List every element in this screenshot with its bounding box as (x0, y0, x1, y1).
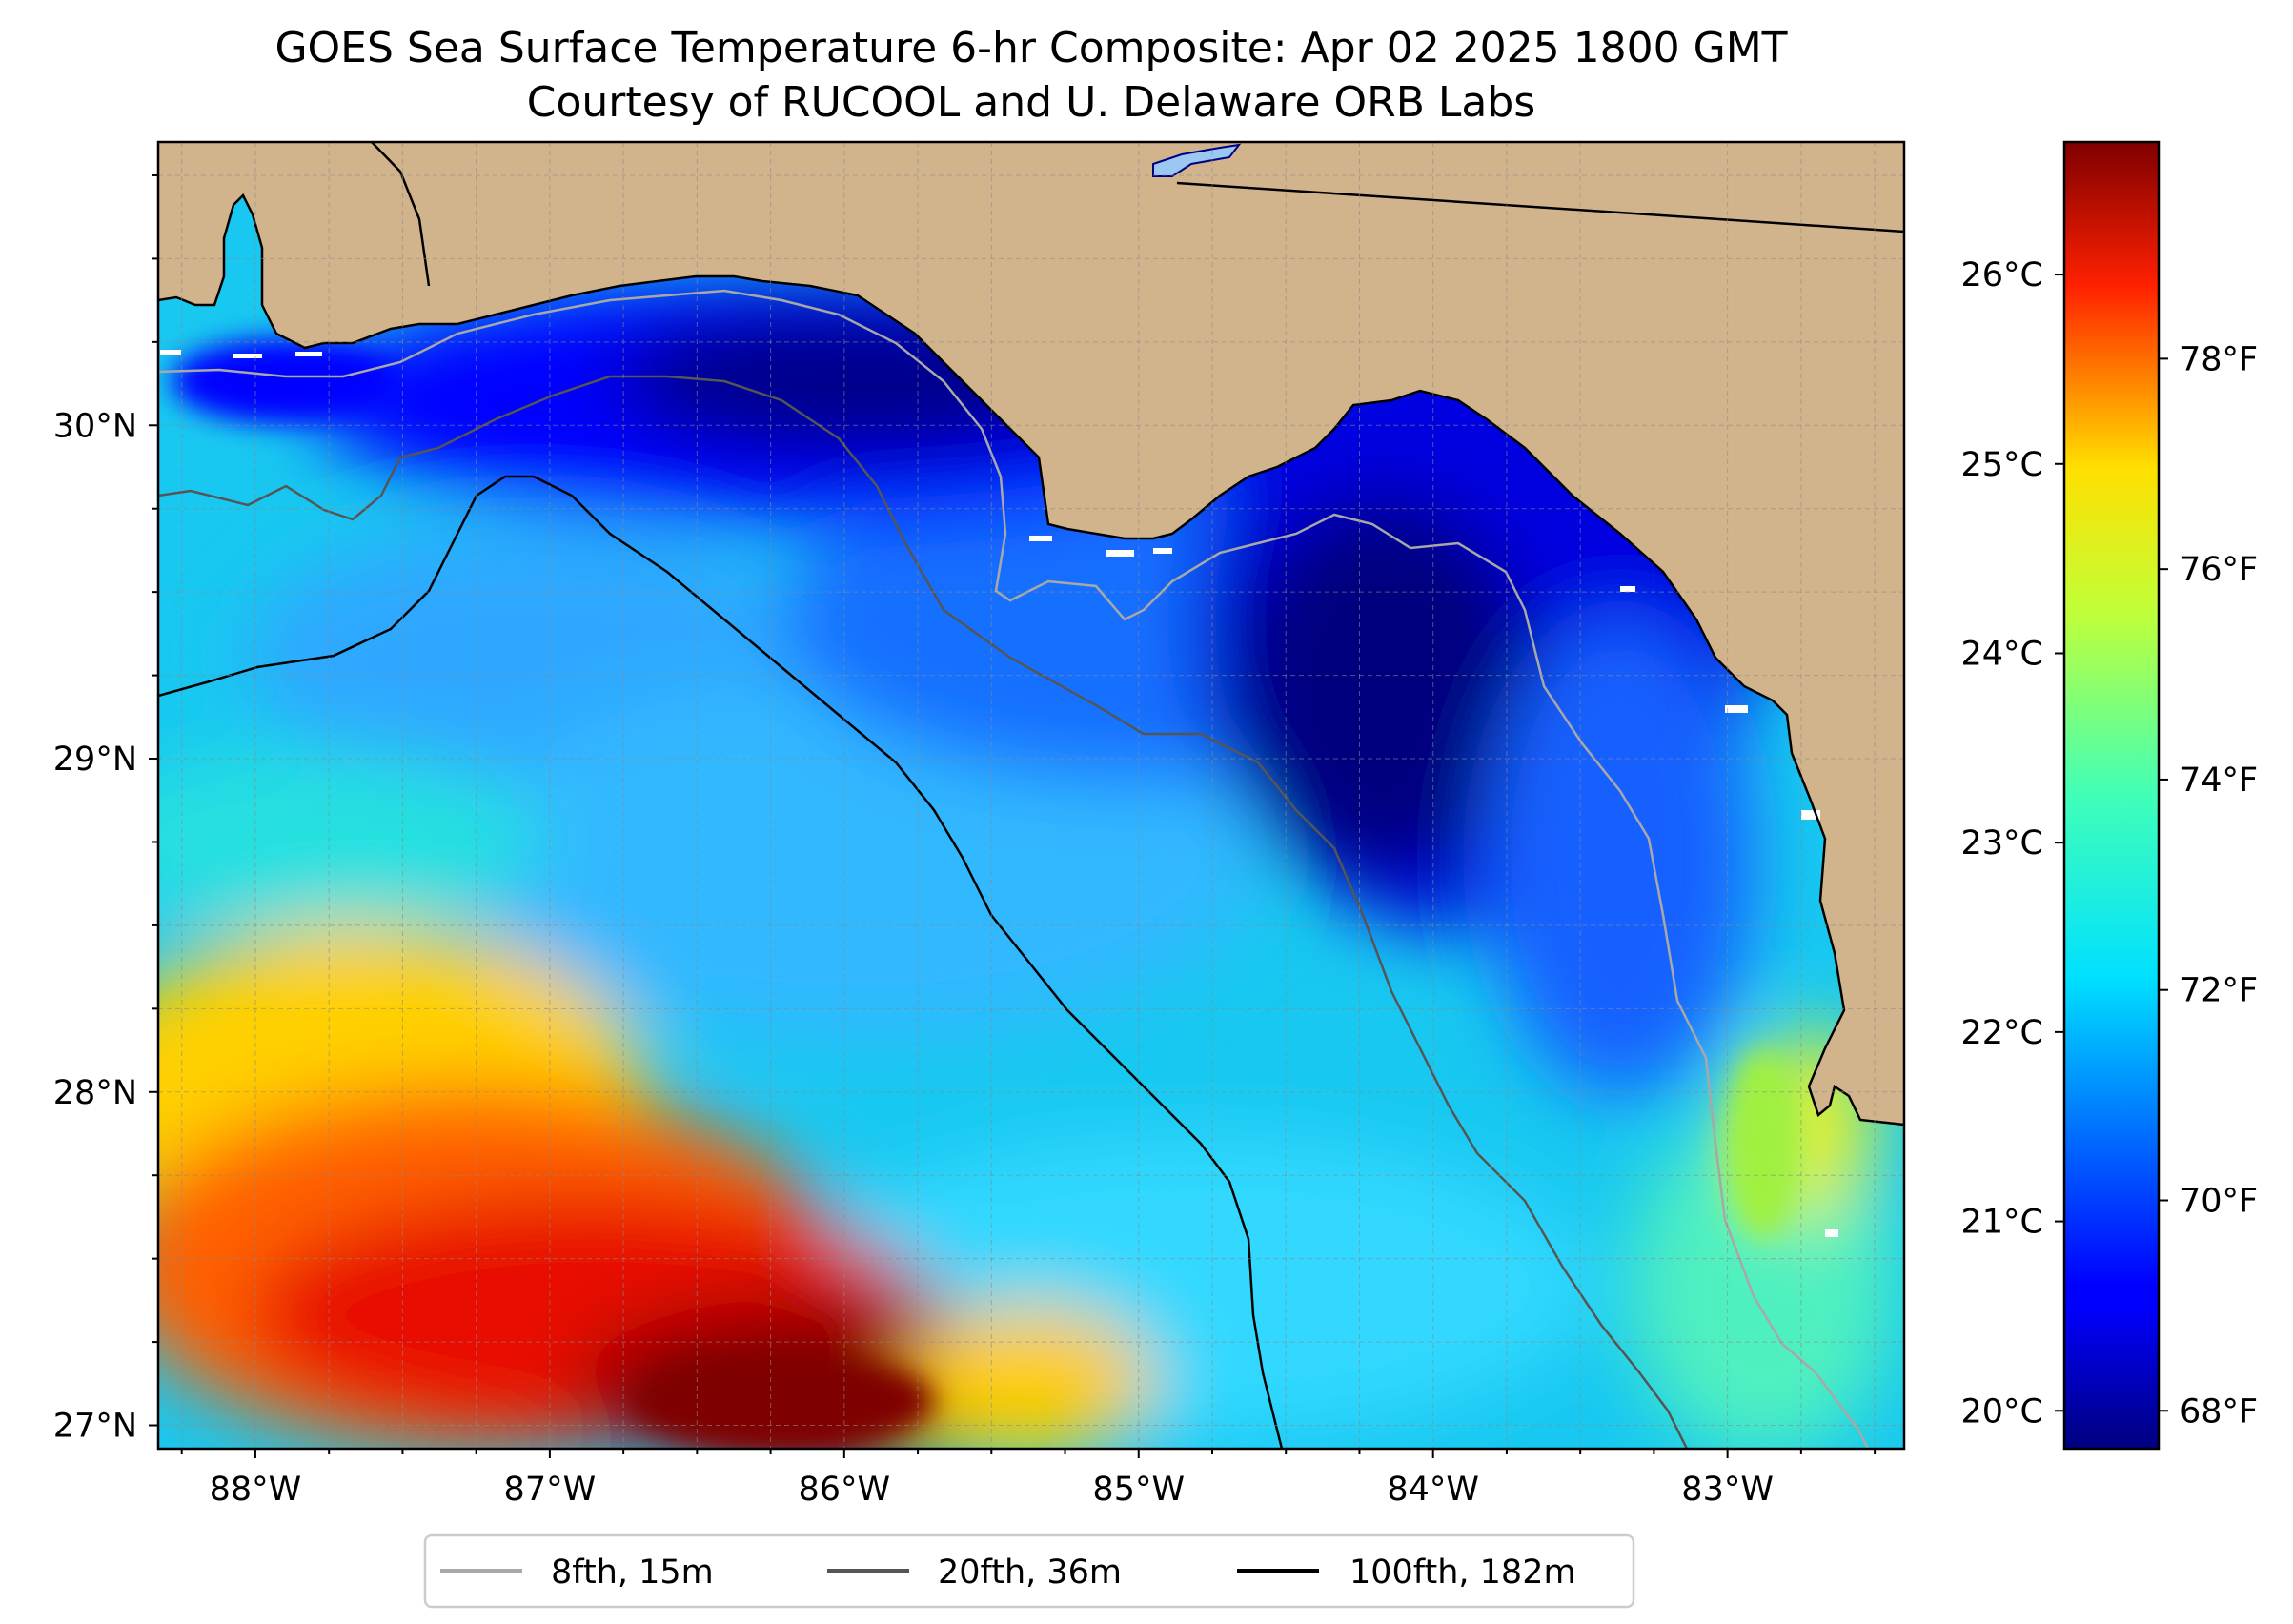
fahrenheit-tick-label: 76°F (2180, 551, 2258, 589)
lat-tick-label: 29°N (53, 741, 137, 779)
legend-box (423, 1533, 1635, 1609)
lat-tick-label: 27°N (53, 1408, 137, 1446)
celsius-tick-label: 25°C (1961, 446, 2043, 484)
lon-tick-label: 83°W (1681, 1471, 1774, 1509)
legend-label-20fth: 20fth, 36m (938, 1553, 1122, 1592)
state-border (371, 142, 1904, 287)
isobath-8fth-line (158, 289, 1870, 1449)
colorbar-gradient (2062, 140, 2161, 1451)
isobath-legend: 8fth, 15m 20fth, 36m 100fth, 182m (423, 1533, 1635, 1609)
lat-tick-label: 28°N (53, 1074, 137, 1112)
land-mass (158, 142, 1904, 1125)
map-area (158, 142, 1904, 1449)
gridlines (158, 142, 1904, 1449)
celsius-tick-label: 20°C (1961, 1392, 2043, 1431)
fahrenheit-tick-label: 74°F (2180, 761, 2258, 800)
fahrenheit-tick-label: 70°F (2180, 1182, 2258, 1220)
legend-label-100fth: 100fth, 182m (1349, 1553, 1576, 1592)
map-frame (156, 140, 1906, 1451)
celsius-tick-label: 22°C (1961, 1014, 2043, 1052)
nodata-specks (160, 350, 1838, 1237)
isobath-100fth-line (158, 475, 1284, 1449)
lon-tick-label: 85°W (1092, 1471, 1185, 1509)
coastline (158, 193, 1904, 1127)
isobath-20fth-line (158, 375, 1689, 1449)
celsius-tick-label: 24°C (1961, 635, 2043, 673)
legend-label-8fth: 8fth, 15m (551, 1553, 714, 1592)
map-title-line1: GOES Sea Surface Temperature 6-hr Compos… (274, 24, 1787, 72)
celsius-tick-label: 26°C (1961, 256, 2043, 294)
celsius-tick-label: 21°C (1961, 1204, 2043, 1242)
lon-tick-label: 88°W (210, 1471, 302, 1509)
colorbar-ticks: 20°C 21°C 22°C 23°C 24°C 25°C 26°C 68°F 70°F 72°F… (1961, 256, 2259, 1431)
colorbar: 20°C 21°C 22°C 23°C 24°C 25°C 26°C 68°F 70°F 72°F… (1961, 140, 2259, 1451)
celsius-tick-label: 23°C (1961, 824, 2043, 863)
axis-ticks: 88°W 87°W 86°W 85°W 84°W 83°W 27°N 28°N 29°N 30°N (53, 173, 1877, 1509)
lon-tick-label: 84°W (1387, 1471, 1479, 1509)
lon-tick-label: 86°W (798, 1471, 890, 1509)
inland-lake (1152, 143, 1242, 177)
lon-tick-label: 87°W (504, 1471, 597, 1509)
map-title-line2: Courtesy of RUCOOL and U. Delaware ORB L… (527, 78, 1535, 127)
fahrenheit-tick-label: 78°F (2180, 340, 2258, 378)
fahrenheit-tick-label: 72°F (2180, 972, 2258, 1010)
fahrenheit-tick-label: 68°F (2180, 1392, 2258, 1431)
lat-tick-label: 30°N (53, 407, 137, 445)
